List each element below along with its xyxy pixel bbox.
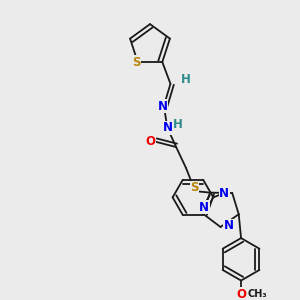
- Text: S: S: [190, 181, 199, 194]
- Text: S: S: [132, 56, 140, 68]
- Text: O: O: [236, 288, 246, 300]
- Text: O: O: [146, 135, 156, 148]
- Text: N: N: [199, 201, 209, 214]
- Text: H: H: [181, 73, 190, 86]
- Text: H: H: [173, 118, 183, 131]
- Text: N: N: [158, 100, 167, 113]
- Text: N: N: [224, 219, 234, 232]
- Text: N: N: [219, 187, 229, 200]
- Text: CH₃: CH₃: [247, 289, 267, 299]
- Text: N: N: [163, 121, 173, 134]
